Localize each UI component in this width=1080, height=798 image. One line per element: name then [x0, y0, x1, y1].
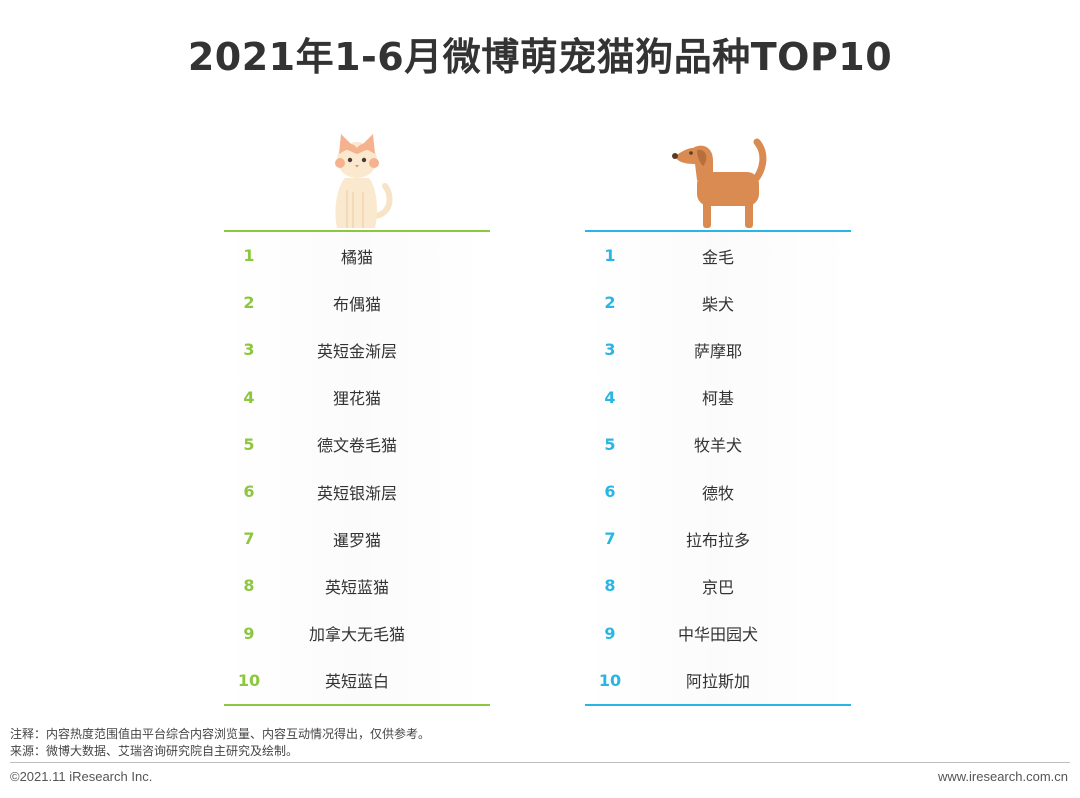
page-title: 2021年1-6月微博萌宠猫狗品种TOP10: [187, 35, 893, 79]
dog-bottom-rule: [585, 703, 851, 706]
copyright-text: ©2021.11 iResearch Inc.: [10, 769, 153, 784]
breed-name: 金毛: [701, 247, 734, 267]
breed-name: 英短蓝猫: [324, 577, 389, 597]
dog-ranking-list: 1 金毛 2 柴犬 3 萨摩耶 4 柯基 5 牧羊犬 6 德牧 7 拉布拉多 8 京巴 9 中华田…: [585, 232, 851, 704]
list-item: 8 京巴: [585, 562, 851, 609]
list-item: 4 柯基: [585, 374, 851, 421]
breed-name: 英短蓝白: [324, 672, 389, 692]
breed-name: 橘猫: [340, 247, 373, 267]
list-item: 10 英短蓝白: [224, 657, 490, 704]
list-item: 1 金毛: [585, 232, 851, 279]
rank-number: 6: [243, 482, 255, 502]
breed-name: 暹罗猫: [332, 530, 381, 550]
website-link[interactable]: www.iresearch.com.cn: [937, 769, 1068, 784]
rank-number: 5: [243, 434, 255, 454]
rank-number: 7: [604, 529, 616, 549]
list-item: 3 萨摩耶: [585, 326, 851, 373]
rank-number: 8: [243, 576, 255, 596]
list-item: 7 暹罗猫: [224, 515, 490, 562]
breed-name: 德文卷毛猫: [316, 436, 397, 456]
source-note: 来源：微博大数据、艾瑞咨询研究院自主研究及绘制。: [10, 744, 299, 758]
breed-name: 狸花猫: [332, 389, 381, 409]
list-item: 9 加拿大无毛猫: [224, 610, 490, 657]
rank-number: 10: [598, 670, 622, 690]
cat-icon: [335, 134, 393, 228]
dog-top-rule: [585, 230, 851, 232]
rank-number: 7: [243, 529, 255, 549]
list-item: 8 英短蓝猫: [224, 562, 490, 609]
list-item: 5 德文卷毛猫: [224, 421, 490, 468]
cat-icon-wrap: [224, 116, 490, 230]
breed-name: 柯基: [701, 389, 734, 409]
breed-name: 京巴: [701, 577, 734, 597]
list-item: 4 狸花猫: [224, 374, 490, 421]
breed-name: 柴犬: [701, 294, 734, 314]
breed-name: 拉布拉多: [685, 530, 750, 550]
rank-number: 3: [604, 340, 616, 360]
cat-top-rule: [224, 230, 490, 232]
list-item: 2 柴犬: [585, 279, 851, 326]
rank-number: 8: [604, 576, 616, 596]
list-item: 9 中华田园犬: [585, 610, 851, 657]
breed-name: 英短金渐层: [316, 341, 397, 361]
breed-name: 阿拉斯加: [685, 672, 750, 692]
list-item: 5 牧羊犬: [585, 421, 851, 468]
rank-number: 1: [243, 246, 255, 266]
breed-name: 英短银渐层: [316, 483, 397, 503]
list-item: 10 阿拉斯加: [585, 657, 851, 704]
rank-number: 2: [604, 293, 616, 313]
breed-name: 中华田园犬: [677, 625, 758, 645]
rank-number: 9: [243, 623, 255, 643]
rank-number: 10: [237, 670, 261, 690]
list-item: 6 德牧: [585, 468, 851, 515]
rank-number: 2: [243, 293, 255, 313]
breed-name: 布偶猫: [332, 294, 381, 314]
rank-number: 4: [243, 387, 255, 407]
breed-name: 加拿大无毛猫: [308, 625, 405, 645]
list-item: 2 布偶猫: [224, 279, 490, 326]
cat-bottom-rule: [224, 703, 490, 706]
cat-ranking-list: 1 橘猫 2 布偶猫 3 英短金渐层 4 狸花猫 5 德文卷毛猫 6 英短银渐层 7 暹罗猫 …: [224, 232, 490, 704]
list-item: 6 英短银渐层: [224, 468, 490, 515]
dog-icon-wrap: [585, 116, 851, 230]
footnote: 注释：内容热度范围值由平台综合内容浏览量、内容互动情况得出，仅供参考。: [10, 727, 431, 741]
list-item: 7 拉布拉多: [585, 515, 851, 562]
rank-number: 3: [243, 340, 255, 360]
breed-name: 德牧: [701, 483, 734, 503]
breed-name: 牧羊犬: [693, 436, 742, 456]
rank-number: 6: [604, 482, 616, 502]
rank-number: 4: [604, 387, 616, 407]
breed-name: 萨摩耶: [693, 341, 742, 361]
list-item: 1 橘猫: [224, 232, 490, 279]
footer-divider: [10, 762, 1070, 763]
dog-ranking-panel: 1 金毛 2 柴犬 3 萨摩耶 4 柯基 5 牧羊犬 6 德牧 7 拉布拉多 8 京巴 9 中华田…: [585, 116, 851, 706]
dog-icon: [672, 138, 767, 228]
rank-number: 1: [604, 246, 616, 266]
rank-number: 9: [604, 623, 616, 643]
rank-number: 5: [604, 434, 616, 454]
cat-ranking-panel: 1 橘猫 2 布偶猫 3 英短金渐层 4 狸花猫 5 德文卷毛猫 6 英短银渐层 7 暹罗猫 …: [224, 116, 490, 706]
list-item: 3 英短金渐层: [224, 326, 490, 373]
